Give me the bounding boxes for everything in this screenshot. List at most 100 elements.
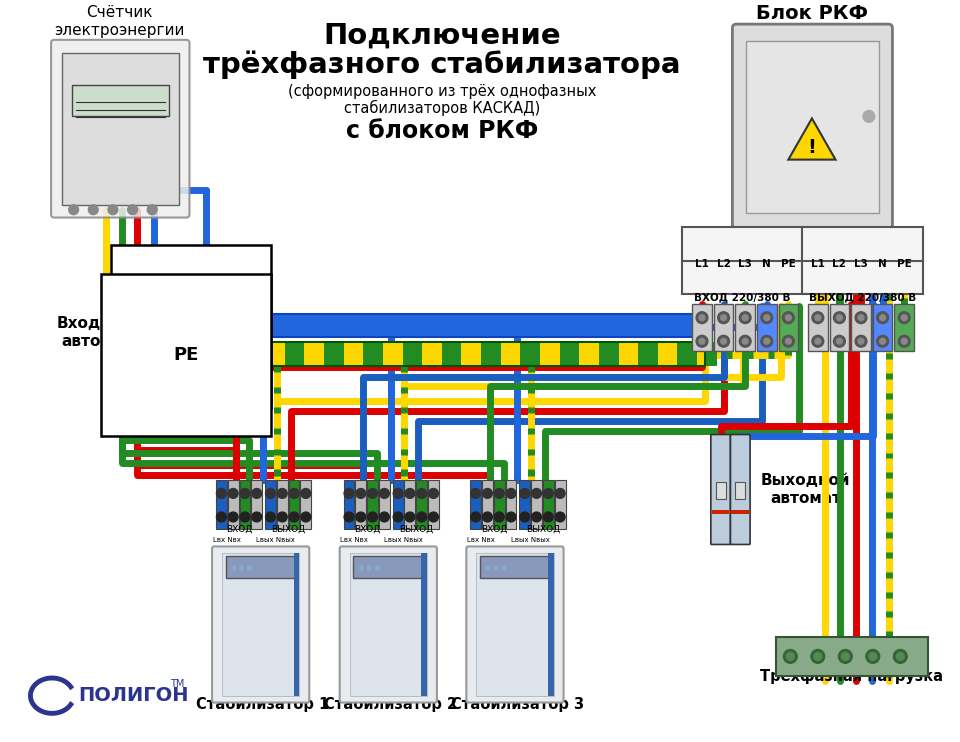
Text: Lвых Nвых: Lвых Nвых [256,536,296,542]
FancyBboxPatch shape [340,546,437,703]
Circle shape [506,512,516,522]
Text: Lвых Nвых: Lвых Nвых [384,536,423,542]
Circle shape [815,338,821,344]
Bar [481,342,501,366]
Circle shape [815,315,821,321]
FancyBboxPatch shape [710,435,731,545]
Bar [294,554,300,696]
Circle shape [742,315,748,321]
Bar [151,310,160,327]
Circle shape [394,488,403,499]
Bar [61,53,179,205]
Circle shape [356,512,366,522]
Bar [165,344,181,347]
FancyBboxPatch shape [467,546,564,703]
Circle shape [520,488,530,499]
Bar [711,510,730,514]
Circle shape [897,652,904,660]
Circle shape [368,512,377,522]
Bar [829,304,850,351]
Bar [421,554,427,696]
Bar [735,482,745,499]
Bar [182,344,200,347]
Circle shape [88,205,98,214]
Circle shape [344,512,354,522]
Text: ПОЛИГОН: ПОЛИГОН [79,686,189,705]
Bar [776,637,927,676]
Bar [442,342,462,366]
Text: Счётчик
электроэнергии: Счётчик электроэнергии [55,5,185,38]
Circle shape [785,315,791,321]
Circle shape [876,335,889,347]
Circle shape [266,488,276,499]
Circle shape [486,566,490,570]
Bar [393,479,403,529]
Bar [705,342,717,366]
FancyBboxPatch shape [212,546,309,703]
Bar [206,342,705,366]
Polygon shape [788,119,835,160]
Circle shape [493,566,498,570]
Text: Трёхфазная нагрузка: Трёхфазная нагрузка [759,668,943,684]
Circle shape [240,566,244,570]
Bar [367,479,378,529]
Circle shape [899,312,910,324]
Circle shape [240,512,250,522]
Bar [678,342,697,366]
Text: L1: L1 [695,259,708,269]
Bar [895,304,914,351]
Bar [147,344,164,347]
Text: !: ! [807,138,816,157]
Bar [216,479,227,529]
Circle shape [782,335,794,347]
Text: трёхфазного стабилизатора: трёхфазного стабилизатора [204,50,681,79]
Bar [324,342,344,366]
Text: Подключение: Подключение [323,22,561,49]
Bar [169,310,178,327]
Bar [480,556,550,578]
Text: Lвх Nвх: Lвх Nвх [468,536,495,542]
Circle shape [836,338,842,344]
Circle shape [289,488,299,499]
Circle shape [428,488,439,499]
Text: Входной
автомат: Входной автомат [57,316,132,349]
Circle shape [217,488,227,499]
Circle shape [699,315,705,321]
Text: L1: L1 [811,259,825,269]
Bar [363,342,383,366]
Bar [746,41,878,213]
Bar [353,556,423,578]
Text: Выходной
автомат: Выходной автомат [761,473,851,506]
Circle shape [814,652,822,660]
Circle shape [783,649,797,663]
Circle shape [405,488,415,499]
Circle shape [555,512,565,522]
Text: Lвых Nвых: Lвых Nвых [511,536,549,542]
Circle shape [869,652,876,660]
Circle shape [128,205,137,214]
Bar [276,479,288,529]
Circle shape [470,512,481,522]
Text: Стабилизатор 3: Стабилизатор 3 [451,697,584,712]
Circle shape [786,652,794,660]
Circle shape [742,338,748,344]
FancyBboxPatch shape [181,268,201,393]
Circle shape [718,335,730,347]
Circle shape [855,335,867,347]
Text: L2: L2 [832,259,847,269]
Text: Стабилизатор 2: Стабилизатор 2 [324,697,457,712]
Text: Lвх Nвх: Lвх Nвх [341,536,369,542]
FancyBboxPatch shape [732,24,893,229]
Circle shape [833,312,846,324]
Circle shape [879,338,885,344]
Bar [265,479,276,529]
Circle shape [502,566,506,570]
Circle shape [812,335,824,347]
Bar [355,479,366,529]
Circle shape [901,315,907,321]
Circle shape [858,315,864,321]
Bar [543,479,554,529]
Circle shape [228,512,238,522]
Circle shape [379,488,389,499]
Bar [228,479,239,529]
